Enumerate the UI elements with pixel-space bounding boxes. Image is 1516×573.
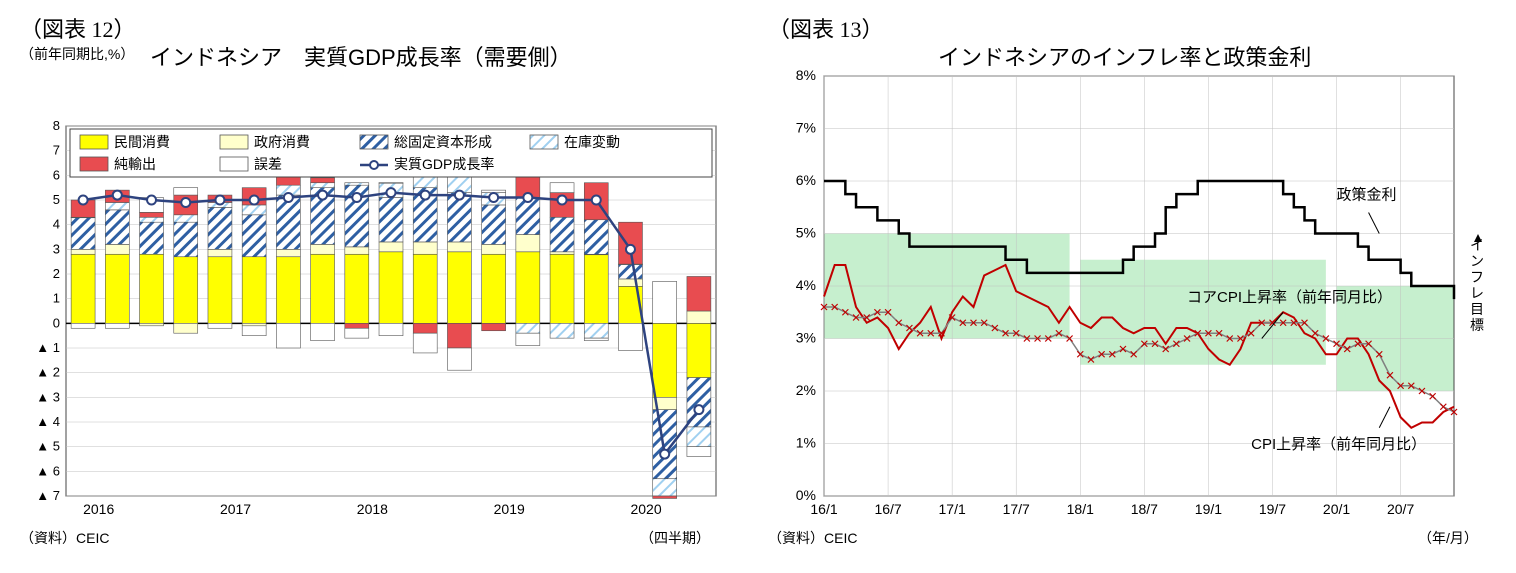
svg-text:5%: 5% <box>796 225 816 241</box>
svg-text:実質GDP成長率: 実質GDP成長率 <box>394 156 494 172</box>
svg-text:3: 3 <box>53 241 60 256</box>
svg-text:▲ 6: ▲ 6 <box>36 463 60 478</box>
svg-text:20/1: 20/1 <box>1323 501 1350 517</box>
svg-text:2020: 2020 <box>630 501 661 517</box>
svg-text:純輸出: 純輸出 <box>114 156 156 172</box>
svg-text:8%: 8% <box>796 70 816 83</box>
fig12-title: インドネシア 実質GDP成長率（需要側） <box>150 40 572 72</box>
svg-text:政策金利: 政策金利 <box>1337 186 1397 203</box>
fig13-label: （図表 13） <box>768 12 884 44</box>
fig13-title: インドネシアのインフレ率と政策金利 <box>938 40 1311 72</box>
svg-text:3%: 3% <box>796 330 816 346</box>
svg-text:政府消費: 政府消費 <box>254 134 310 150</box>
fig12-x-unit: （四半期） <box>640 528 710 548</box>
fig13-source: （資料）CEIC <box>768 528 857 548</box>
svg-text:5: 5 <box>53 192 60 207</box>
svg-text:6%: 6% <box>796 172 816 188</box>
svg-text:▲ 1: ▲ 1 <box>36 340 60 355</box>
svg-text:4: 4 <box>53 217 60 232</box>
svg-text:18/7: 18/7 <box>1131 501 1158 517</box>
svg-text:CPI上昇率（前年同月比）: CPI上昇率（前年同月比） <box>1251 436 1426 453</box>
svg-text:1%: 1% <box>796 435 816 451</box>
svg-text:2019: 2019 <box>494 501 525 517</box>
svg-text:4%: 4% <box>796 277 816 293</box>
svg-text:2: 2 <box>53 266 60 281</box>
svg-text:2018: 2018 <box>357 501 388 517</box>
svg-text:▲ 4: ▲ 4 <box>36 414 60 429</box>
svg-text:総固定資本形成: 総固定資本形成 <box>394 134 492 150</box>
svg-text:2%: 2% <box>796 382 816 398</box>
svg-text:▲ 3: ▲ 3 <box>36 389 60 404</box>
svg-text:1: 1 <box>53 291 60 306</box>
svg-text:標: 標 <box>1470 317 1484 333</box>
svg-text:目: 目 <box>1470 301 1484 317</box>
panel-figure-12: （図表 12） （前年同期比,%） インドネシア 実質GDP成長率（需要側） 8… <box>0 0 758 573</box>
svg-text:民間消費: 民間消費 <box>114 134 170 150</box>
svg-text:レ: レ <box>1470 285 1484 301</box>
svg-text:16/7: 16/7 <box>874 501 901 517</box>
svg-text:6: 6 <box>53 167 60 182</box>
svg-text:18/1: 18/1 <box>1067 501 1094 517</box>
svg-text:16/1: 16/1 <box>810 501 837 517</box>
svg-text:20/7: 20/7 <box>1387 501 1414 517</box>
svg-text:7%: 7% <box>796 120 816 136</box>
svg-text:コアCPI上昇率（前年同月比）: コアCPI上昇率（前年同月比） <box>1187 289 1392 306</box>
svg-text:▲ 2: ▲ 2 <box>36 365 60 380</box>
svg-text:2017: 2017 <box>220 501 251 517</box>
svg-text:フ: フ <box>1470 269 1484 285</box>
svg-text:2016: 2016 <box>83 501 114 517</box>
svg-text:17/1: 17/1 <box>939 501 966 517</box>
svg-text:17/7: 17/7 <box>1003 501 1030 517</box>
svg-text:0: 0 <box>53 315 60 330</box>
fig13-x-unit: （年/月） <box>1418 528 1478 548</box>
svg-text:19/1: 19/1 <box>1195 501 1222 517</box>
fig12-y-unit: （前年同期比,%） <box>20 44 134 64</box>
svg-text:誤差: 誤差 <box>254 156 282 172</box>
svg-text:▲ 7: ▲ 7 <box>36 488 60 503</box>
fig12-chart: 8 7 6 5 4 3 2 1 0 ▲ 1 ▲ 2 ▲ 3 ▲ 4 ▲ 5 ▲ 6 ▲ 7 2016 2017 20… <box>20 70 740 530</box>
svg-text:7: 7 <box>53 143 60 158</box>
svg-text:▲ 5: ▲ 5 <box>36 439 60 454</box>
svg-text:19/7: 19/7 <box>1259 501 1286 517</box>
fig12-source: （資料）CEIC <box>20 528 109 548</box>
svg-text:在庫変動: 在庫変動 <box>564 134 620 150</box>
fig13-chart: 0%1%2%3%4%5%6%7%8%16/116/717/117/718/118… <box>768 70 1488 530</box>
fig12-label: （図表 12） <box>20 12 136 44</box>
svg-text:8: 8 <box>53 118 60 133</box>
svg-text:ン: ン <box>1470 253 1484 269</box>
panel-figure-13: （図表 13） インドネシアのインフレ率と政策金利 0%1%2%3%4%5%6%… <box>758 0 1516 573</box>
